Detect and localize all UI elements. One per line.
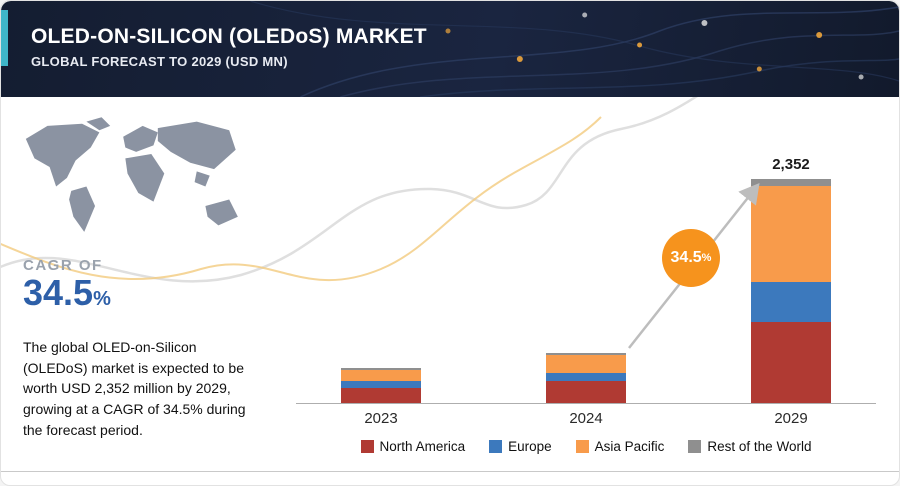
bar-segment-rest-of-the-world bbox=[751, 179, 831, 186]
world-map bbox=[15, 111, 253, 249]
header-network-decoration bbox=[250, 1, 899, 97]
x-axis-line bbox=[296, 403, 876, 404]
bar-column-2029: 2,352 bbox=[731, 156, 851, 403]
bar-segment-north-america bbox=[546, 381, 626, 403]
bar-column-2024 bbox=[526, 353, 646, 403]
page-title: OLED-ON-SILICON (OLEDoS) MARKET bbox=[31, 25, 427, 48]
bar-segment-europe bbox=[546, 373, 626, 381]
bar-segment-asia-pacific bbox=[546, 355, 626, 373]
bar-segment-rest-of-the-world bbox=[341, 368, 421, 370]
cagr-percent-sign: % bbox=[93, 288, 111, 310]
legend-item-north-america: North America bbox=[360, 439, 466, 454]
legend-label: Europe bbox=[508, 439, 552, 454]
bar-segment-rest-of-the-world bbox=[546, 353, 626, 355]
bar-segment-europe bbox=[751, 282, 831, 322]
legend-item-asia-pacific: Asia Pacific bbox=[575, 439, 665, 454]
legend-item-europe: Europe bbox=[489, 439, 552, 454]
bar-total-label: 2,352 bbox=[772, 156, 810, 173]
cagr-badge: 34.5% bbox=[662, 229, 720, 287]
legend-label: Asia Pacific bbox=[594, 439, 665, 454]
bar-segment-north-america bbox=[751, 322, 831, 403]
bar-segment-north-america bbox=[341, 388, 421, 403]
legend-swatch-europe bbox=[489, 440, 503, 453]
chart-legend: North America Europe Asia Pacific Rest o… bbox=[291, 439, 881, 454]
stacked-bar-2029 bbox=[751, 179, 831, 403]
bar-segment-asia-pacific bbox=[751, 186, 831, 282]
category-label-2023: 2023 bbox=[364, 410, 398, 427]
legend-item-rest-of-world: Rest of the World bbox=[688, 439, 811, 454]
cagr-value: 34.5% bbox=[23, 272, 111, 313]
footer-divider bbox=[1, 471, 899, 472]
stacked-bar-2023 bbox=[341, 368, 421, 403]
legend-label: North America bbox=[379, 439, 466, 454]
category-label-2029: 2029 bbox=[774, 410, 808, 427]
market-description: The global OLED-on-Silicon (OLEDoS) mark… bbox=[23, 339, 246, 438]
bar-column-2023 bbox=[321, 368, 441, 403]
bar-segment-asia-pacific bbox=[341, 370, 421, 381]
badge-percent-sign: % bbox=[701, 252, 712, 264]
stacked-bar-2024 bbox=[546, 353, 626, 403]
legend-swatch-rest-of-world bbox=[688, 440, 702, 453]
bar-chart: 2,352 2023 2024 2029 North America Europ… bbox=[291, 136, 881, 466]
header: OLED-ON-SILICON (OLEDoS) MARKET GLOBAL F… bbox=[1, 1, 899, 97]
category-labels: 2023 2024 2029 bbox=[291, 410, 881, 427]
legend-swatch-asia-pacific bbox=[575, 440, 589, 453]
bars-row: 2,352 bbox=[291, 136, 881, 403]
page-subtitle: GLOBAL FORECAST TO 2029 (USD MN) bbox=[31, 54, 288, 69]
category-label-2024: 2024 bbox=[569, 410, 603, 427]
legend-swatch-north-america bbox=[360, 440, 374, 453]
teal-accent-bar bbox=[1, 10, 8, 66]
legend-label: Rest of the World bbox=[707, 439, 812, 454]
bar-segment-europe bbox=[341, 381, 421, 388]
